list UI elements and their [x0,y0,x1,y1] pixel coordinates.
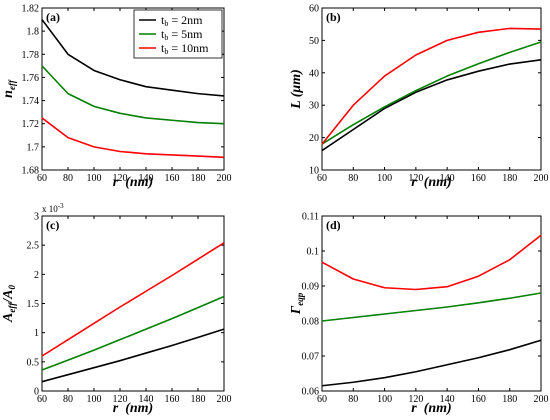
x-tick-label: 140 [440,394,455,405]
panel-d: 60 80 100 120 140 160 180 200 0.06 0.07 0.08 0.09 0.… [289,212,549,417]
x-tick-label: 200 [217,173,232,184]
y-axis-label: neff [1,79,17,98]
y-tick-label: 20 [309,133,319,144]
x-tick-label: 120 [113,394,128,405]
x-tick-label: 160 [165,173,180,184]
y-tick-label: 1.78 [22,50,40,61]
y-tick-label: 10 [309,166,319,177]
x-tick-label: 200 [534,173,549,184]
y-tick-label: 1.76 [22,73,40,84]
legend-entry: tb = 10nm [161,41,209,56]
series-line-green [41,295,225,371]
x-axis-label: r (nm) [113,401,153,416]
x-tick-label: 100 [87,173,102,184]
x-tick-label: 160 [165,394,180,405]
axes-frame [41,215,225,392]
y-tick-label: 0.5 [27,357,40,368]
x-tick-label: 100 [87,394,102,405]
panel-label: (b) [326,10,341,24]
x-axis-label: r (nm) [411,175,451,190]
y-tick-label: 0.11 [302,212,319,223]
axes-frame [321,7,542,171]
y-tick-label: 0.06 [302,387,320,398]
y-tick-label: 2 [34,270,39,281]
series-line-red [41,242,225,357]
y-tick-label: 1.82 [22,4,40,15]
x-tick-label: 180 [502,394,517,405]
series-line-red [41,117,225,159]
series-line-red [321,27,542,145]
panel-label: (d) [326,218,341,232]
y-tick-label: 1.5 [27,299,40,310]
x-tick-label: 120 [408,394,423,405]
y-tick-label: 1.68 [22,166,40,177]
panel-a: 60 80 100 120 140 160 180 200 1.68 1.7 1.72 1.74 1.7… [1,4,232,191]
panel-label: (c) [46,218,59,232]
y-tick-label: 30 [309,101,319,112]
axes-frame [41,7,225,171]
series-line-black [321,59,542,152]
y-tick-label: 1.72 [22,119,40,130]
y-tick-label: 60 [309,4,319,15]
x-tick-label: 100 [377,394,392,405]
y-tick-label: 0.09 [302,282,320,293]
y-tick-label: 0 [34,387,39,398]
x-tick-label: 140 [139,173,154,184]
x-tick-label: 60 [37,173,47,184]
x-tick-label: 200 [217,394,232,405]
panel-label: (a) [46,10,60,24]
series-line-red [321,234,542,291]
x-tick-label: 60 [317,173,327,184]
y-axis-label: L (μm) [289,69,304,110]
y-tick-label: 1.7 [27,142,40,153]
series-line-black [41,328,225,383]
y-tick-label: 3 [34,212,39,223]
y-tick-label: 1 [34,328,39,339]
y-tick-label: 40 [309,68,319,79]
x-tick-label: 180 [191,173,206,184]
x-tick-label: 60 [317,394,327,405]
y-axis-label: Aeff/A0 [1,285,17,323]
panel-c: 60 80 100 120 140 160 180 200 0 0.5 1 1.5 2 2.5 3 (c) r … [1,202,232,416]
series-line-green [321,292,542,322]
panel-b: 60 80 100 120 140 160 180 200 10 20 30 40 50 60 (b) r (… [289,4,549,191]
x-tick-label: 140 [139,394,154,405]
x-axis-label: r (nm) [411,401,451,416]
y-axis-multiplier: x 10-3 [42,202,64,214]
series-line-black [41,19,225,97]
y-axis-label: Γeqp [289,292,305,315]
legend-entry: tb = 2nm [161,13,203,28]
x-tick-label: 160 [471,173,486,184]
legend-entry: tb = 5nm [161,27,203,42]
x-tick-label: 100 [377,173,392,184]
legend-box [133,9,223,59]
x-tick-label: 80 [63,394,73,405]
series-line-green [321,41,542,145]
axes-frame [321,215,542,392]
x-tick-label: 80 [348,173,358,184]
y-tick-label: 50 [309,36,319,47]
x-tick-label: 160 [471,394,486,405]
x-tick-label: 60 [37,394,47,405]
y-tick-label: 2.5 [27,241,40,252]
series-line-black [321,339,542,387]
x-axis-label: r (nm) [113,175,153,190]
y-tick-label: 1.8 [27,27,40,38]
y-tick-label: 0.1 [307,247,320,258]
series-line-green [41,65,225,125]
x-tick-label: 120 [408,173,423,184]
x-tick-label: 140 [440,173,455,184]
x-tick-label: 180 [191,394,206,405]
x-tick-label: 200 [534,394,549,405]
x-tick-label: 180 [502,173,517,184]
x-tick-label: 80 [348,394,358,405]
y-tick-label: 0.07 [302,352,320,363]
y-tick-label: 1.74 [22,96,40,107]
y-tick-label: 0.08 [302,317,320,328]
x-tick-label: 120 [113,173,128,184]
x-tick-label: 80 [63,173,73,184]
